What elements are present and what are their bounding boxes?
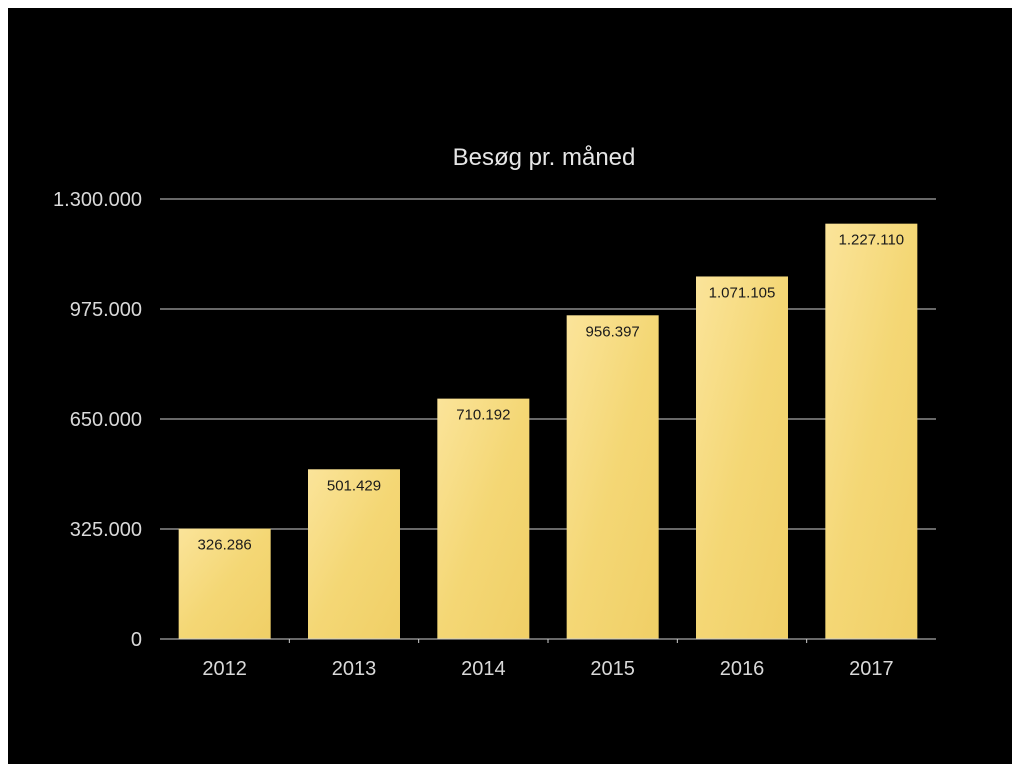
y-axis-ticks: 0 325.000 650.000 975.000 1.300.000 xyxy=(53,189,142,651)
y-tick-label: 325.000 xyxy=(70,519,142,541)
y-tick-label: 1.300.000 xyxy=(53,189,142,211)
x-axis-ticks: 2012 2013 2014 2015 2016 2017 xyxy=(202,639,894,680)
y-tick-label: 650.000 xyxy=(70,409,142,431)
bar-2015 xyxy=(566,315,659,639)
data-label: 956.397 xyxy=(586,323,640,340)
data-label: 1.227.110 xyxy=(839,232,905,249)
data-label: 710.192 xyxy=(456,407,510,424)
data-label: 326.286 xyxy=(198,537,252,554)
gridlines xyxy=(160,198,936,530)
data-label: 1.071.105 xyxy=(709,284,776,301)
bar-chart: Besøg pr. måned 0 325.000 650.000 975.000 1.… xyxy=(53,144,936,680)
x-tick-label: 2012 xyxy=(202,658,247,680)
x-tick-label: 2017 xyxy=(849,658,894,680)
data-labels: 326.286 501.429 710.192 956.397 1.071.105 1.2… xyxy=(198,232,905,554)
bar-2013 xyxy=(308,469,400,639)
bar-2017 xyxy=(825,223,918,639)
x-tick-label: 2015 xyxy=(590,658,635,680)
chart-title: Besøg pr. måned xyxy=(453,144,636,171)
y-tick-label: 975.000 xyxy=(70,299,142,321)
x-tick-label: 2013 xyxy=(332,658,377,680)
x-tick-label: 2016 xyxy=(720,658,765,680)
bar-2012 xyxy=(178,528,271,639)
bar-2014 xyxy=(437,398,530,639)
bars xyxy=(178,223,918,639)
bar-2016 xyxy=(696,276,788,639)
x-tick-label: 2014 xyxy=(461,658,506,680)
data-label: 501.429 xyxy=(327,477,381,494)
y-tick-label: 0 xyxy=(131,629,142,651)
slide-background: Besøg pr. måned 0 325.000 650.000 975.000 1.… xyxy=(8,8,1012,764)
